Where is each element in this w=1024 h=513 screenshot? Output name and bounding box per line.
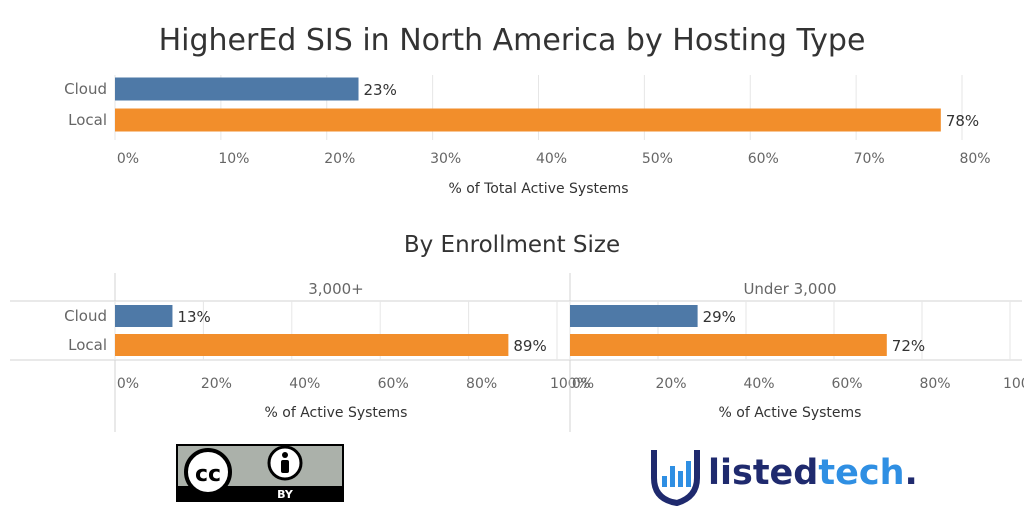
x-tick-label: 80% xyxy=(959,151,990,167)
x-axis-title: % of Total Active Systems xyxy=(448,181,628,197)
bar-cloud xyxy=(115,305,173,327)
x-tick-label: 80% xyxy=(919,376,950,392)
x-tick-label: 40% xyxy=(289,376,320,392)
brand-wordmark-prefix: listed xyxy=(708,453,818,493)
top-chart: Cloud 23% Local 78% 0% 10% 20% 30% 40% 50% 60% 70% 8… xyxy=(64,75,991,197)
cc-by-label: BY xyxy=(277,488,294,501)
x-tick-label: 80% xyxy=(466,376,497,392)
x-tick-label: 40% xyxy=(536,151,567,167)
x-tick-label: 50% xyxy=(642,151,673,167)
x-tick-label: 30% xyxy=(430,151,461,167)
brand-wordmark: listedtech. xyxy=(708,453,918,493)
chart-title: HigherEd SIS in North America by Hosting… xyxy=(159,23,866,58)
x-tick-label: 60% xyxy=(378,376,409,392)
panel-header: 3,000+ xyxy=(308,280,364,298)
panel-chart-large: 3,000+ Cloud 13% Local 89% 0% 20% 40% 60% 80% 100%… xyxy=(10,273,1022,432)
cc-icon-glyph: cc xyxy=(195,462,221,487)
x-tick-label: 60% xyxy=(831,376,862,392)
x-axis-title: % of Active Systems xyxy=(719,405,862,421)
category-label: Local xyxy=(68,336,107,354)
chart-subtitle: By Enrollment Size xyxy=(404,232,620,258)
person-icon xyxy=(267,445,303,481)
data-label-cloud: 13% xyxy=(177,308,210,326)
bar-local xyxy=(115,108,941,132)
cc-by-badge: cc BY xyxy=(176,444,344,502)
x-tick-label: 20% xyxy=(201,376,232,392)
data-label-local: 78% xyxy=(946,112,979,130)
data-label-local: 89% xyxy=(513,337,546,355)
x-axis-title: % of Active Systems xyxy=(265,405,408,421)
category-label: Cloud xyxy=(64,307,107,325)
brand-wordmark-suffix: tech xyxy=(818,453,904,493)
x-tick-label: 40% xyxy=(743,376,774,392)
data-label-local: 72% xyxy=(892,337,925,355)
x-tick-label: 10% xyxy=(218,151,249,167)
bar-local xyxy=(115,334,509,356)
x-tick-label: 0% xyxy=(572,376,594,392)
panel-header: Under 3,000 xyxy=(743,280,836,298)
cc-icon: cc xyxy=(184,448,232,496)
brand-wordmark-dot: . xyxy=(905,453,918,493)
category-label: Cloud xyxy=(64,80,107,98)
x-tick-label: 60% xyxy=(748,151,779,167)
x-tick-label: 0% xyxy=(117,376,139,392)
category-label: Local xyxy=(68,111,107,129)
brand-logo: listedtech. xyxy=(651,450,918,506)
data-label-cloud: 29% xyxy=(703,308,736,326)
bar-local xyxy=(570,334,887,356)
x-tick-label: 0% xyxy=(117,151,139,167)
panel-chart-small: Under 3,000 29% 72% 0% 20% 40% 60% 80% 100% % of … xyxy=(569,273,1024,432)
x-tick-label: 20% xyxy=(655,376,686,392)
x-tick-label: 70% xyxy=(854,151,885,167)
shield-chart-icon xyxy=(651,450,700,506)
x-tick-label: 100% xyxy=(1003,376,1024,392)
x-tick-label: 20% xyxy=(324,151,355,167)
bar-cloud xyxy=(115,77,359,101)
bar-cloud xyxy=(570,305,698,327)
data-label-cloud: 23% xyxy=(364,81,397,99)
